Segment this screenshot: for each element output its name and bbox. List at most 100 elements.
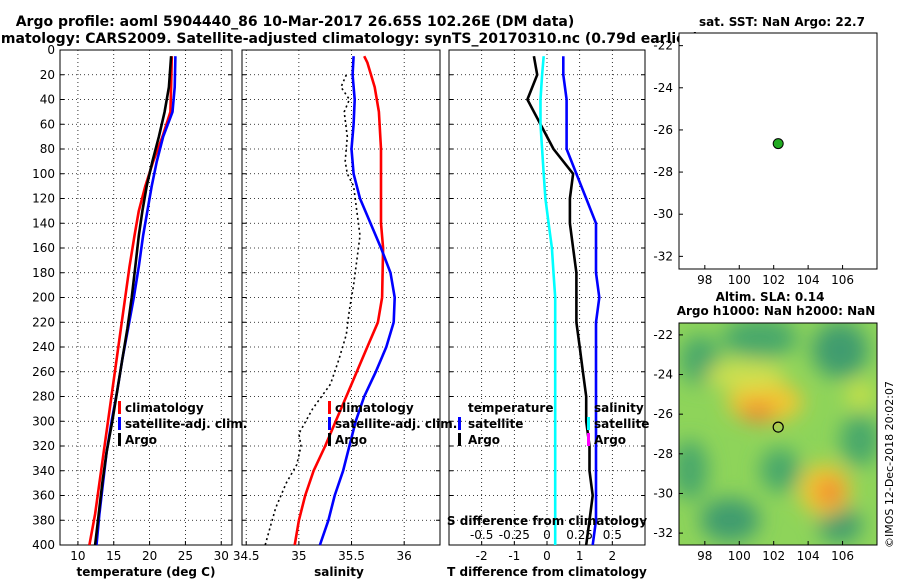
lon-tick-label: 104 <box>797 273 820 287</box>
x-tick-label: 2 <box>609 549 617 563</box>
lon-tick-label: 106 <box>831 273 854 287</box>
legend-label-satellite: satellite-adj. clim. <box>125 417 247 431</box>
x-tick-label: 15 <box>106 549 121 563</box>
top-tick-label: -0.5 <box>470 528 493 542</box>
depth-tick-label: 160 <box>32 241 55 255</box>
lat-tick-label: -28 <box>653 165 673 179</box>
lat-tick-label: -26 <box>653 123 673 137</box>
sst-map-title: sat. SST: NaN Argo: 22.7 <box>699 15 865 29</box>
argo-float-position-ring <box>772 421 784 433</box>
legend-swatch-argo <box>118 433 121 446</box>
legend-swatch-t-argo <box>458 433 461 446</box>
legend-title-salinity: salinity <box>594 401 644 415</box>
legend-swatch-argo <box>328 433 331 446</box>
legend-title-temperature: temperature <box>468 401 553 415</box>
sla-map-subtitle: Argo h1000: NaN h2000: NaN <box>677 304 876 318</box>
x-tick-label: 25 <box>178 549 193 563</box>
x-tick-label: 20 <box>142 549 157 563</box>
temperature-xlabel: temperature (deg C) <box>77 565 216 579</box>
lat-tick-label: -32 <box>653 249 673 263</box>
legend-label-t-satellite: satellite <box>468 417 523 431</box>
salinity-lines <box>264 55 397 546</box>
lon-tick-label: 98 <box>697 549 712 563</box>
lon-tick-label: 106 <box>831 549 854 563</box>
depth-tick-label: 360 <box>32 489 55 503</box>
lon-tick-label: 100 <box>728 273 751 287</box>
difference-panel: -2 -1 0 1 2 -0.5 -0.25 0 0.25 0.5 temperature sa… <box>447 49 649 579</box>
salinity-panel: 34.5 35 35.5 36 climatology satellite-adj. … <box>233 49 457 579</box>
profile-line-climatology <box>293 55 385 546</box>
x-tick-label: 0 <box>543 549 551 563</box>
x-tick-label: 10 <box>70 549 85 563</box>
profile-line-argo <box>264 74 361 546</box>
x-tick-label: 35.5 <box>338 549 365 563</box>
lon-tick-label: 104 <box>797 549 820 563</box>
legend-label-s-argo: Argo <box>594 433 626 447</box>
x-tick-label: 35 <box>291 549 306 563</box>
salinity-legend: climatology satellite-adj. clim. Argo <box>328 401 457 447</box>
x-tick-label: 36 <box>397 549 412 563</box>
top-tick-label: 0.5 <box>603 528 622 542</box>
legend-swatch-satellite <box>328 417 331 430</box>
sla-blobs <box>679 323 877 543</box>
difference-lines <box>526 55 601 546</box>
lon-tick-label: 98 <box>697 273 712 287</box>
difference-legend: temperature satellite Argo salinity sate… <box>458 401 649 447</box>
depth-tick-label: 260 <box>32 365 55 379</box>
depth-tick-label: 140 <box>32 216 55 230</box>
sla-map-title: Altim. SLA: 0.14 <box>716 290 825 304</box>
lat-tick-label: -28 <box>653 447 673 461</box>
s-difference-label: S difference from climatology <box>447 514 647 528</box>
legend-label-climatology: climatology <box>335 401 414 415</box>
sst-map-ticks: 98 100 102 104 106 -22 -24 -26 -28 -30 -32 <box>653 39 854 287</box>
legend-label-satellite: satellite-adj. clim. <box>335 417 457 431</box>
sla-map-frame <box>678 322 878 546</box>
legend-label-t-argo: Argo <box>468 433 500 447</box>
sst-map-panel: sat. SST: NaN Argo: 22.7 98 100 102 104 106 -… <box>653 15 878 287</box>
salinity-difference-top-ticks: -0.5 -0.25 0 0.25 0.5 <box>470 528 622 542</box>
depth-tick-label: 240 <box>32 340 55 354</box>
temperature-legend: climatology satellite-adj. clim. Argo <box>118 401 247 447</box>
salinity-grid <box>242 49 440 546</box>
lat-tick-label: -22 <box>653 39 673 53</box>
depth-tick-label: 100 <box>32 167 55 181</box>
legend-swatch-s-argo <box>587 433 590 446</box>
depth-tick-label: 80 <box>40 142 55 156</box>
profile-line-satellite-salinity <box>539 56 557 545</box>
x-tick-label: -1 <box>508 549 520 563</box>
lat-tick-label: -26 <box>653 407 673 421</box>
title-line-1: Argo profile: aoml 5904440_86 10-Mar-201… <box>16 14 575 30</box>
temperature-lines <box>88 56 177 546</box>
depth-tick-label: 400 <box>32 538 55 552</box>
salinity-xlabel: salinity <box>314 565 364 579</box>
depth-tick-labels: 0 20 40 60 80 100 120 140 160 180 200 220 240 260 280 3… <box>32 43 55 552</box>
t-difference-xlabel: T difference from climatology <box>447 565 647 579</box>
depth-tick-label: 120 <box>32 192 55 206</box>
x-tick-label: 1 <box>576 549 584 563</box>
lat-tick-label: -32 <box>653 526 673 540</box>
lon-tick-label: 100 <box>728 549 751 563</box>
legend-swatch-climatology <box>118 401 121 414</box>
lat-tick-label: -24 <box>653 81 673 95</box>
lon-tick-label: 102 <box>762 549 785 563</box>
lat-tick-label: -30 <box>653 207 673 221</box>
depth-tick-label: 20 <box>40 68 55 82</box>
sla-map-ticks: 98 100 102 104 106 -22 -24 -26 -28 -30 -32 <box>653 328 854 563</box>
legend-label-argo: Argo <box>125 433 157 447</box>
temperature-x-ticks: 10 15 20 25 30 <box>70 541 229 563</box>
x-tick-label: -2 <box>476 549 488 563</box>
depth-tick-label: 40 <box>40 93 55 107</box>
sla-heatmap <box>679 323 877 545</box>
argo-float-position-marker <box>772 138 784 150</box>
sla-map-panel: Altim. SLA: 0.14 Argo h1000: NaN h2000: … <box>653 290 896 563</box>
temperature-panel: 0 20 40 60 80 100 120 140 160 180 200 220 240 260 280 3… <box>32 43 247 579</box>
x-tick-label: 34.5 <box>233 549 260 563</box>
depth-tick-label: 200 <box>32 291 55 305</box>
depth-tick-label: 60 <box>40 117 55 131</box>
depth-tick-label: 340 <box>32 464 55 478</box>
profile-line-satellite-adj-clim- <box>318 56 397 546</box>
imos-credit: ©IMOS 12-Dec-2018 20:02:07 <box>883 381 896 548</box>
depth-tick-label: 300 <box>32 414 55 428</box>
profile-line-satellite-temperature <box>561 56 601 546</box>
